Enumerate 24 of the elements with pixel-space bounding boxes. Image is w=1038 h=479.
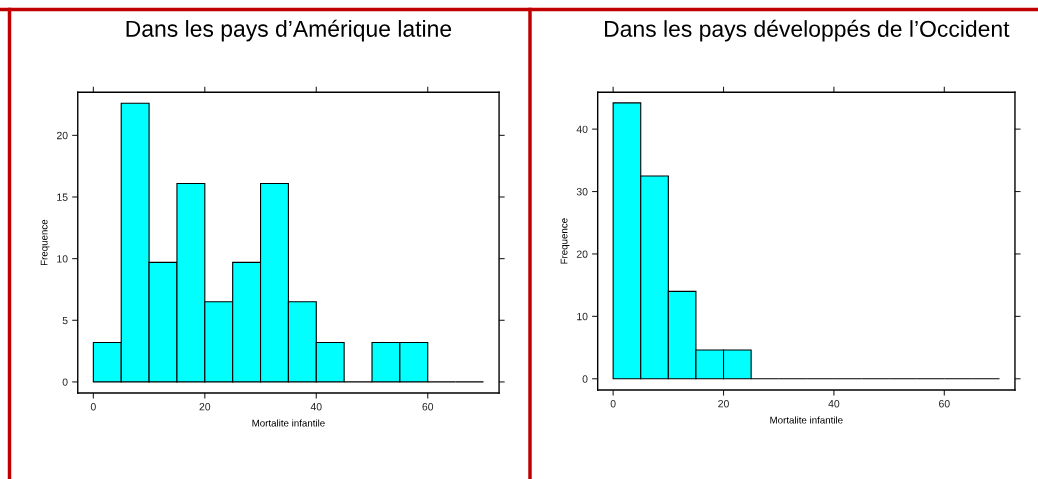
y-tick-label: 0 (582, 375, 588, 383)
y-axis-title: Frequence (40, 219, 50, 266)
chart-title: Dans les pays développés de l’Occident (605, 19, 1010, 42)
y-tick-label: 20 (56, 131, 68, 140)
x-tick-label: 60 (939, 400, 950, 408)
y-tick-label: 10 (57, 255, 68, 263)
x-tick-label: 40 (828, 400, 840, 408)
y-tick-label: 10 (577, 312, 588, 321)
x-tick-label: 20 (718, 400, 729, 408)
x-tick-label: 20 (199, 403, 211, 411)
x-tick-label: 0 (90, 403, 96, 411)
x-tick-label: 40 (310, 403, 322, 411)
y-tick-label: 40 (576, 125, 588, 133)
y-tick-label: 20 (576, 250, 588, 258)
y-tick-label: 15 (57, 193, 68, 201)
chart-title: Dans les pays d’Amérique latine (126, 19, 452, 42)
y-tick-label: 5 (62, 316, 68, 325)
x-tick-label: 0 (610, 400, 616, 408)
y-tick-label: 0 (62, 378, 68, 386)
y-tick-label: 30 (576, 188, 588, 196)
x-tick-label: 60 (422, 403, 434, 411)
y-axis-title: Frequence (560, 218, 570, 264)
x-axis-title: Mortalite infantile (770, 416, 843, 424)
x-axis-title: Mortalite infantile (252, 419, 325, 427)
